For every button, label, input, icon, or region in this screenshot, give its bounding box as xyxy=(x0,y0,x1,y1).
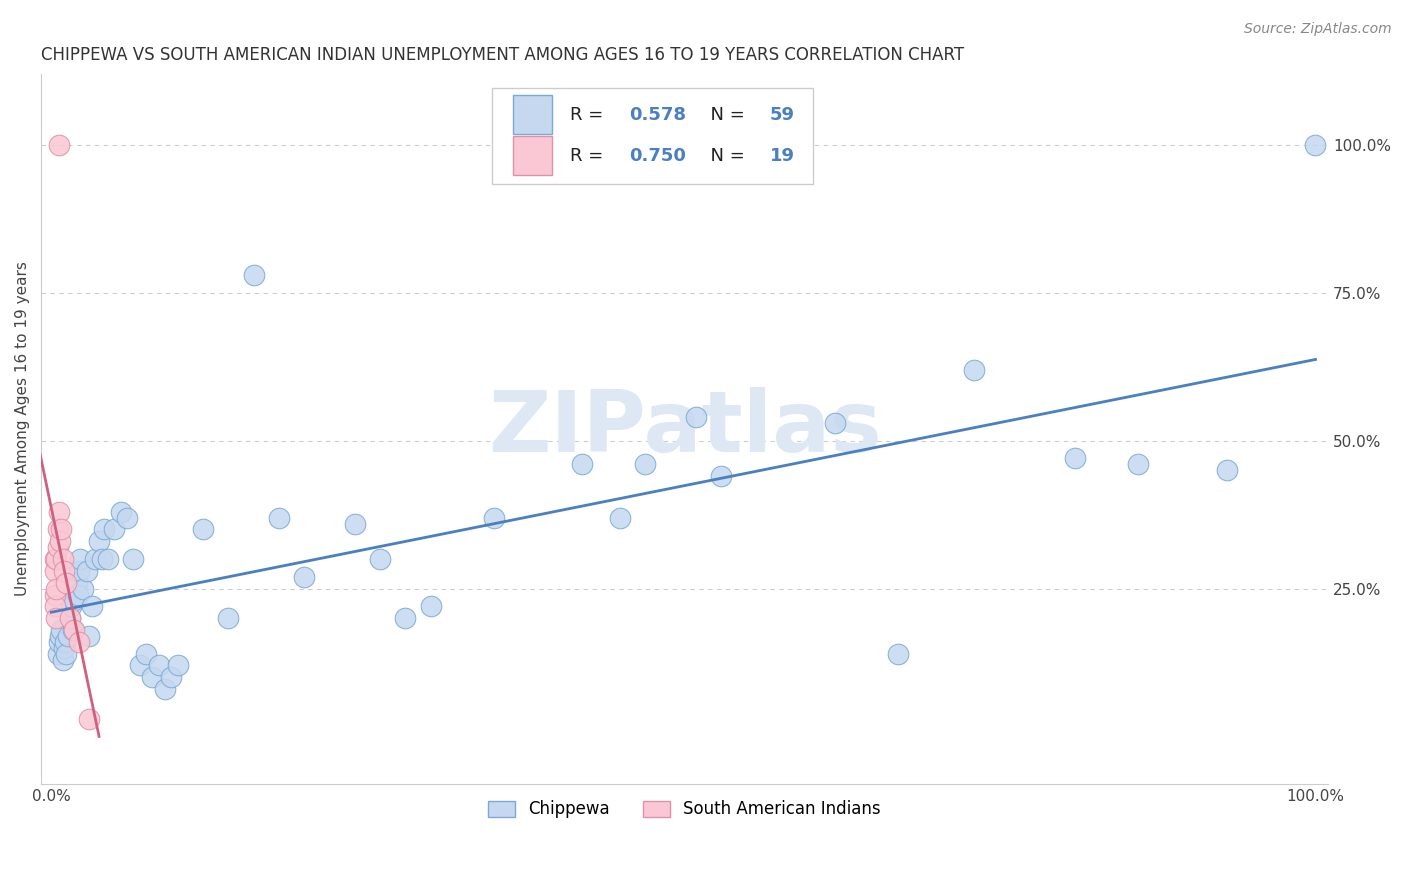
Point xyxy=(110,505,132,519)
Point xyxy=(67,635,90,649)
Point xyxy=(55,647,77,661)
Point xyxy=(609,510,631,524)
Point xyxy=(52,640,75,655)
Point xyxy=(141,670,163,684)
Point xyxy=(72,582,94,596)
Point xyxy=(65,575,87,590)
Point xyxy=(77,712,100,726)
Point xyxy=(685,410,707,425)
FancyBboxPatch shape xyxy=(513,136,553,175)
Point xyxy=(52,652,75,666)
Text: CHIPPEWA VS SOUTH AMERICAN INDIAN UNEMPLOYMENT AMONG AGES 16 TO 19 YEARS CORRELA: CHIPPEWA VS SOUTH AMERICAN INDIAN UNEMPL… xyxy=(41,46,965,64)
FancyBboxPatch shape xyxy=(513,95,553,134)
Point xyxy=(67,564,90,578)
Point xyxy=(45,582,67,596)
Y-axis label: Unemployment Among Ages 16 to 19 years: Unemployment Among Ages 16 to 19 years xyxy=(15,261,30,597)
Point xyxy=(80,599,103,614)
Point xyxy=(93,523,115,537)
Point xyxy=(76,564,98,578)
Point xyxy=(59,611,82,625)
Point xyxy=(153,682,176,697)
Point xyxy=(77,629,100,643)
Point xyxy=(55,575,77,590)
Text: N =: N = xyxy=(699,105,751,124)
Point xyxy=(44,599,66,614)
Point xyxy=(166,658,188,673)
Text: Source: ZipAtlas.com: Source: ZipAtlas.com xyxy=(1244,22,1392,37)
Point xyxy=(62,623,84,637)
Text: R =: R = xyxy=(569,105,609,124)
Point xyxy=(267,510,290,524)
Point xyxy=(45,552,67,566)
Point xyxy=(1128,458,1150,472)
Point xyxy=(63,623,86,637)
Point xyxy=(103,523,125,537)
Point xyxy=(59,611,82,625)
Point xyxy=(1305,138,1327,153)
Point xyxy=(56,629,79,643)
Point xyxy=(90,552,112,566)
Point xyxy=(63,593,86,607)
Point xyxy=(887,647,910,661)
Point xyxy=(48,505,70,519)
Point xyxy=(571,458,593,472)
Point xyxy=(46,523,69,537)
Text: ZIPatlas: ZIPatlas xyxy=(488,387,882,470)
Point xyxy=(122,552,145,566)
Point xyxy=(44,587,66,601)
Point xyxy=(45,611,67,625)
Point xyxy=(710,469,733,483)
Point xyxy=(49,534,72,549)
Text: 0.750: 0.750 xyxy=(630,146,686,165)
Point xyxy=(135,647,157,661)
Point xyxy=(1064,451,1087,466)
Point xyxy=(51,623,73,637)
Point xyxy=(44,552,66,566)
Point xyxy=(292,570,315,584)
Point xyxy=(148,658,170,673)
Point xyxy=(394,611,416,625)
Point xyxy=(368,552,391,566)
Point xyxy=(191,523,214,537)
Point xyxy=(1216,463,1239,477)
Point xyxy=(52,552,75,566)
Point xyxy=(51,523,73,537)
Text: 19: 19 xyxy=(769,146,794,165)
Point xyxy=(52,564,75,578)
Point xyxy=(963,363,986,377)
Text: N =: N = xyxy=(699,146,751,165)
Point xyxy=(128,658,150,673)
Point xyxy=(115,510,138,524)
Point xyxy=(242,268,264,282)
Point xyxy=(66,587,89,601)
Point xyxy=(634,458,657,472)
Point xyxy=(48,138,70,153)
Point xyxy=(824,416,846,430)
Point xyxy=(46,540,69,554)
Text: 59: 59 xyxy=(769,105,794,124)
Point xyxy=(217,611,239,625)
Point xyxy=(48,635,70,649)
FancyBboxPatch shape xyxy=(492,88,813,184)
Point xyxy=(46,647,69,661)
Point xyxy=(60,599,83,614)
Legend: Chippewa, South American Indians: Chippewa, South American Indians xyxy=(482,794,887,825)
Point xyxy=(44,564,66,578)
Point xyxy=(89,534,111,549)
Text: R =: R = xyxy=(569,146,609,165)
Point xyxy=(482,510,505,524)
Point xyxy=(97,552,120,566)
Point xyxy=(84,552,107,566)
Point xyxy=(69,552,91,566)
Point xyxy=(53,635,76,649)
Point xyxy=(419,599,441,614)
Point xyxy=(343,516,366,531)
Text: 0.578: 0.578 xyxy=(630,105,686,124)
Point xyxy=(160,670,183,684)
Point xyxy=(49,629,72,643)
